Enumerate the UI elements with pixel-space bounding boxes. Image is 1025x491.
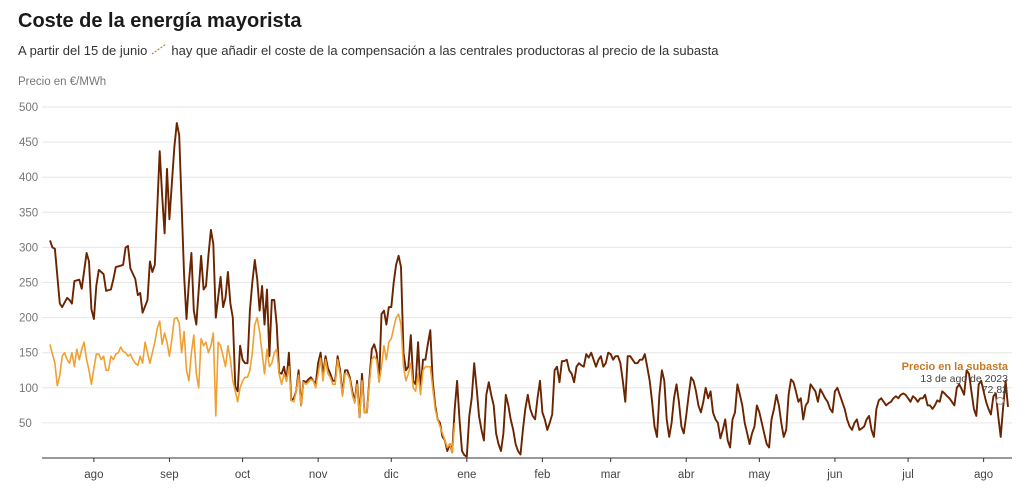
y-tick-label-350: 350 — [19, 207, 38, 219]
x-tick-label-6: feb — [534, 469, 550, 481]
y-tick-label-450: 450 — [19, 137, 38, 149]
y-tick-label-150: 150 — [19, 348, 38, 360]
x-tick-label-4: dic — [384, 469, 399, 481]
x-tick-label-3: nov — [309, 469, 328, 481]
x-tick-label-0: ago — [84, 469, 103, 481]
x-tick-label-1: sep — [160, 469, 179, 481]
line-legend-icon — [151, 43, 167, 58]
x-tick-label-9: may — [748, 469, 770, 481]
x-tick-label-12: ago — [974, 469, 993, 481]
y-tick-label-300: 300 — [19, 242, 38, 254]
annotation-title: Precio en la subasta — [902, 361, 1009, 373]
y-tick-label-500: 500 — [19, 102, 38, 114]
series-layer — [49, 122, 1009, 458]
subtitle-part-1: A partir del 15 de junio — [18, 43, 148, 58]
series-line-total — [49, 122, 1009, 458]
chart-title: Coste de la energía mayorista — [18, 10, 302, 32]
subtitle-part-2: hay que añadir el coste de la compensaci… — [171, 43, 719, 58]
y-tick-label-100: 100 — [19, 383, 38, 395]
x-tick-label-2: oct — [235, 469, 251, 481]
chart-subtitle: A partir del 15 de junio hay que añadir e… — [18, 43, 718, 58]
y-axis-label: Precio en €/MWh — [18, 76, 107, 88]
x-axis: ago sep oct nov dic ene feb mar abr may jun jul ago — [42, 457, 1012, 481]
series-line-subasta — [49, 313, 456, 454]
x-tick-label-10: jun — [826, 469, 842, 481]
x-tick-label-5: ene — [457, 469, 476, 481]
gridlines: 50 100 150 200 250 300 350 400 450 500 — [19, 102, 1012, 430]
x-tick-label-8: abr — [678, 469, 695, 481]
annotation-value: 72,82 — [982, 384, 1008, 396]
y-tick-label-200: 200 — [19, 313, 38, 325]
annotation-date: 13 de ago de 2023 — [920, 373, 1008, 385]
x-tick-label-7: mar — [601, 469, 621, 481]
y-tick-label-250: 250 — [19, 278, 38, 290]
annotation-marker — [996, 396, 1004, 405]
y-tick-label-400: 400 — [19, 172, 38, 184]
x-tick-label-11: jul — [901, 469, 914, 481]
y-tick-label-50: 50 — [19, 418, 32, 430]
